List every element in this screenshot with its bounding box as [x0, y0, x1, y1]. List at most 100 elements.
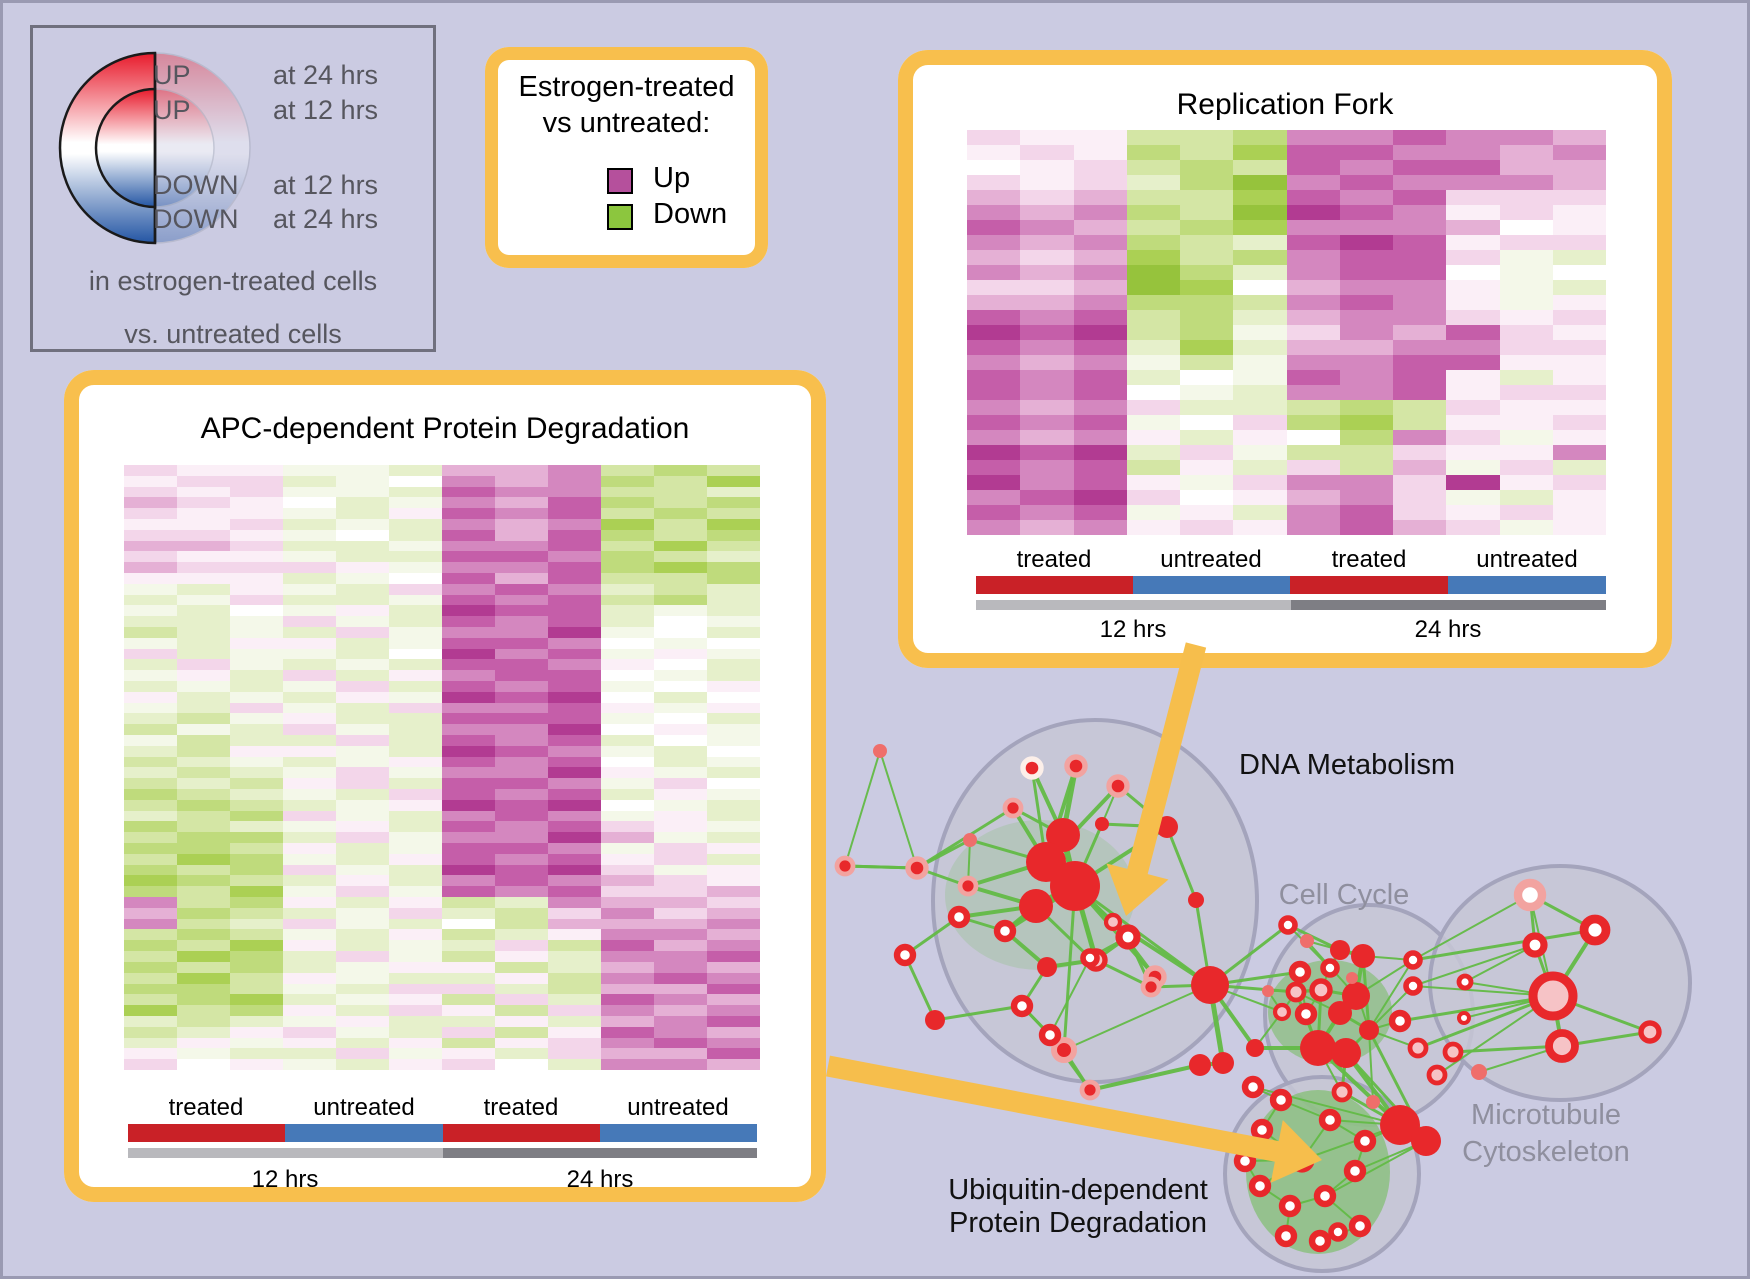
heatmap-cell [1393, 355, 1447, 370]
heatmap-cell [654, 724, 707, 735]
heatmap-cell [548, 724, 601, 735]
network-edge [1464, 981, 1554, 997]
network-edge [1328, 948, 1342, 970]
network-edge [1073, 825, 1169, 888]
heatmap-cell [230, 713, 283, 725]
heatmap-cell [707, 680, 760, 692]
heatmap-cell [1020, 400, 1074, 415]
heatmap-cell [601, 691, 654, 703]
gene-set-node [1522, 932, 1548, 958]
heatmap-cell [1499, 175, 1553, 190]
heatmap-cell [336, 594, 389, 606]
heatmap-cell [654, 659, 707, 671]
heatmap-cell [654, 767, 707, 779]
heatmap-cell [601, 842, 654, 854]
heatmap-cell [548, 1015, 601, 1027]
heatmap-cell [124, 583, 177, 595]
heatmap-cell [1339, 490, 1393, 505]
heatmap-cell [283, 1015, 336, 1027]
heatmap-cell [124, 1015, 177, 1027]
heatmap-cell [967, 415, 1021, 430]
heatmap-cell [1126, 265, 1180, 280]
heatmap-cell [1499, 340, 1553, 355]
heatmap-cell [1286, 160, 1340, 175]
heatmap-cell [124, 875, 177, 887]
heatmap-cell [283, 918, 336, 930]
heatmap-cell [1180, 400, 1234, 415]
heatmap-cell [967, 250, 1021, 265]
heatmap-cell [230, 551, 283, 563]
heatmap-cell [124, 724, 177, 735]
heatmap-cell [1499, 400, 1553, 415]
gene-set-node [1241, 1075, 1265, 1099]
heatmap-cell [654, 680, 707, 692]
heatmap-cell [1339, 310, 1393, 325]
heatmap-cell [230, 832, 283, 843]
heatmap-cell [1020, 355, 1074, 370]
heatmap-cell [1073, 190, 1127, 205]
heatmap-cell [389, 572, 442, 584]
replication-fork-title: Replication Fork [1176, 88, 1394, 121]
heatmap-cell [967, 295, 1021, 310]
heatmap-cell [1393, 280, 1447, 295]
heatmap-cell [336, 724, 389, 735]
heatmap-cell [601, 1015, 654, 1027]
ring-caption-line1: in estrogen-treated cells [88, 266, 378, 296]
network-edge [968, 838, 1048, 864]
heatmap-cell [1446, 295, 1500, 310]
heatmap-cell [1446, 505, 1500, 520]
heatmap-cell [389, 486, 442, 498]
heatmap-cell [1126, 415, 1180, 430]
heatmap-cell [177, 778, 230, 789]
heatmap-cell [1286, 325, 1340, 340]
heatmap-cell [707, 918, 760, 930]
heatmap-cell [1126, 385, 1180, 400]
heatmap-cell [1233, 460, 1287, 475]
heatmap-cell [389, 983, 442, 995]
heatmap-cell [495, 702, 548, 714]
heatmap-cell [283, 832, 336, 843]
network-edge [1003, 904, 1038, 933]
heatmap-cell [389, 994, 442, 1006]
heatmap-cell [1393, 175, 1447, 190]
heatmap-cell [967, 145, 1021, 160]
heatmap-cell [548, 821, 601, 833]
heatmap-cell [1499, 295, 1553, 310]
heatmap-cell [548, 1026, 601, 1038]
heatmap-cell [967, 325, 1021, 340]
heatmap-cell [1126, 130, 1180, 145]
heatmap-cell [1446, 475, 1500, 490]
network-edge [1073, 884, 1130, 939]
heatmap-cell [548, 486, 601, 498]
network-edge [1111, 920, 1130, 939]
heatmap-cell [230, 562, 283, 573]
heatmap-cell [1020, 430, 1074, 445]
heatmap-cell [283, 810, 336, 822]
heatmap-cell [230, 875, 283, 887]
heatmap-cell [124, 1026, 177, 1038]
heatmap-cell [177, 788, 230, 800]
heatmap-cell [601, 540, 654, 552]
heatmap-cell [1552, 175, 1606, 190]
network-edge [1094, 935, 1130, 962]
heatmap-cell [177, 1048, 230, 1060]
heatmap-cell [1446, 145, 1500, 160]
heatmap-cell [601, 724, 654, 735]
heatmap-cell [283, 767, 336, 779]
heatmap-cell [177, 724, 230, 735]
heatmap-cell [1552, 475, 1606, 490]
heatmap-cell [124, 691, 177, 703]
heatmap-cell [967, 160, 1021, 175]
heatmap-cell [1339, 220, 1393, 235]
heatmap-cell [336, 1059, 389, 1070]
heatmap-cell [442, 540, 495, 552]
network-edge [1254, 1011, 1283, 1049]
network-edge [1306, 940, 1357, 997]
heatmap-cell [1446, 400, 1500, 415]
gene-set-node [1366, 1095, 1380, 1109]
heatmap-cell [1073, 370, 1127, 385]
gene-set-node [1320, 958, 1340, 978]
heatmap-cell [654, 799, 707, 811]
heatmap-cell [495, 875, 548, 887]
heatmap-cell [1233, 415, 1287, 430]
